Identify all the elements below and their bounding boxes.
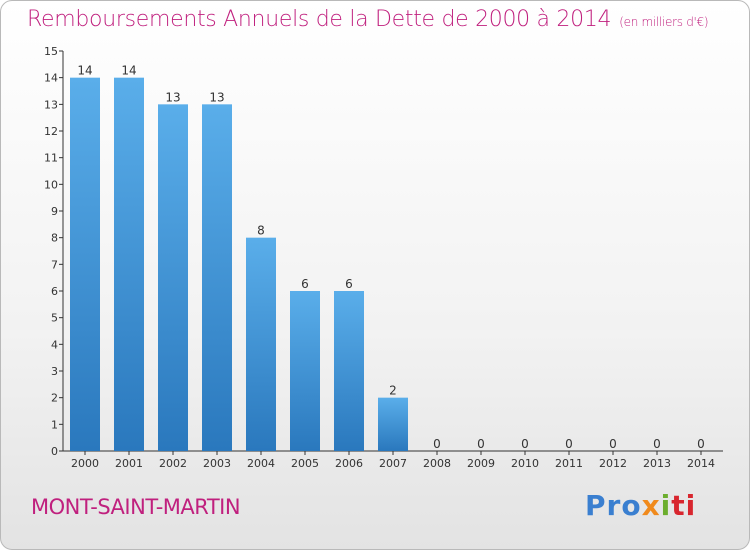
chart-title-text: Remboursements Annuels de la Dette de 20… [27,7,612,32]
x-tick-label: 2010 [511,457,539,470]
proxiti-logo: Proxiti [585,489,696,522]
x-tick-label: 2013 [643,457,671,470]
bar-value-label: 13 [209,90,224,104]
x-tick-label: 2002 [159,457,187,470]
bar-value-label: 14 [77,64,92,78]
x-tick-label: 2000 [71,457,99,470]
bar-value-label: 2 [389,384,397,398]
bar-value-label: 8 [257,224,265,238]
x-tick-label: 2003 [203,457,231,470]
y-tick-label: 1 [51,418,58,431]
bar [290,291,320,451]
y-tick-label: 2 [51,392,58,405]
bar [202,104,232,451]
bar [114,77,144,452]
bar-value-label: 0 [609,437,617,451]
y-tick-label: 8 [51,232,58,245]
y-tick-label: 4 [51,338,58,351]
bar-value-label: 0 [697,437,705,451]
x-tick-label: 2005 [291,457,319,470]
y-tick-label: 11 [44,152,58,165]
x-tick-label: 2012 [599,457,627,470]
chart-title: Remboursements Annuels de la Dette de 20… [27,7,709,32]
y-tick-label: 6 [51,285,58,298]
bar [246,237,276,451]
x-tick-label: 2008 [423,457,451,470]
bar [158,104,188,451]
y-tick-label: 0 [51,445,58,458]
y-tick-label: 14 [44,72,58,85]
bar-value-label: 14 [121,64,136,78]
x-tick-label: 2014 [687,457,715,470]
y-tick-label: 15 [44,45,58,58]
commune-name: MONT-SAINT-MARTIN [31,495,241,519]
y-tick-label: 7 [51,258,58,271]
bar [70,77,100,452]
bar-value-label: 6 [345,277,353,291]
logo-part-3: i [660,489,672,522]
bar-value-label: 6 [301,277,309,291]
x-tick-label: 2001 [115,457,143,470]
bar-value-label: 0 [521,437,529,451]
logo-part-4: ti [671,489,697,522]
logo-part-1: Pro [585,489,642,522]
x-tick-label: 2009 [467,457,495,470]
y-tick-label: 12 [44,125,58,138]
y-tick-label: 3 [51,365,58,378]
x-tick-label: 2006 [335,457,363,470]
bar-value-label: 0 [565,437,573,451]
bar-value-label: 0 [477,437,485,451]
y-tick-label: 9 [51,205,58,218]
bar [334,291,364,451]
x-tick-label: 2004 [247,457,275,470]
bar-value-label: 13 [165,90,180,104]
x-tick-label: 2011 [555,457,583,470]
bar-value-label: 0 [433,437,441,451]
y-tick-label: 13 [44,98,58,111]
bar [378,397,408,451]
y-tick-label: 10 [44,178,58,191]
bars-group: 14 14 13 13 8 6 6 2 0 0 0 0 0 0 0 [70,64,705,452]
y-tick-label: 5 [51,312,58,325]
bar-value-label: 0 [653,437,661,451]
x-tick-label: 2007 [379,457,407,470]
logo-part-2: x [641,489,661,522]
chart-unit-label: (en milliers d'€) [619,15,709,29]
x-axis: 2000 2001 2002 2003 2004 2005 2006 2007 2008 2009… [63,450,723,470]
